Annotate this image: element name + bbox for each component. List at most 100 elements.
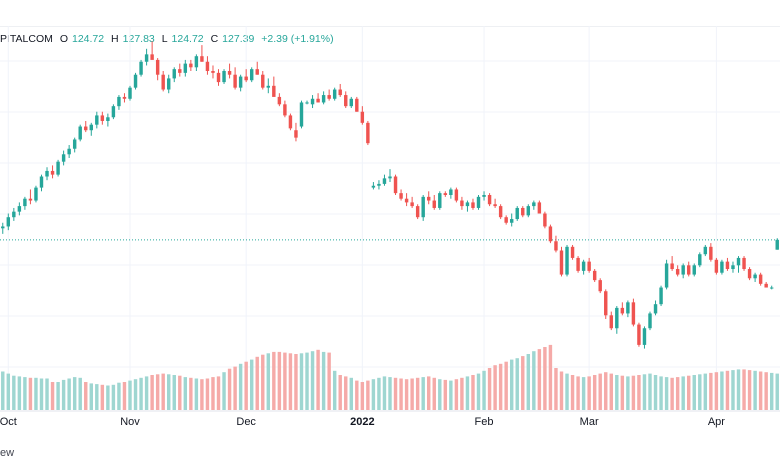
candle-body (167, 78, 171, 90)
volume-bar (515, 358, 519, 410)
candle-body (764, 283, 768, 288)
volume-bar (294, 354, 298, 410)
bottom-caption: ew (0, 447, 15, 459)
candle-body (117, 96, 121, 107)
candle-body (349, 98, 353, 107)
candle-body (664, 263, 669, 288)
volume-bar (675, 377, 680, 410)
candle-body (84, 126, 88, 131)
volume-bar (34, 377, 38, 410)
candle-body (537, 202, 542, 214)
candle-body (642, 328, 647, 345)
volume-bar (23, 377, 27, 410)
volume-bar (576, 376, 580, 410)
volume-bar (255, 356, 259, 410)
candle-body (106, 117, 110, 121)
volume-bar (39, 378, 44, 410)
volume-bar (454, 379, 459, 410)
candle-body (194, 56, 199, 68)
candle-body (720, 261, 724, 273)
candle-body (471, 202, 475, 208)
volume-bar (332, 370, 337, 410)
volume-bar (742, 369, 746, 410)
candle-body (355, 98, 359, 112)
volume-bar (28, 377, 33, 410)
volume-bar (432, 377, 436, 410)
candle-body (476, 196, 481, 208)
candle-body (648, 313, 652, 329)
volume-bar (615, 375, 619, 410)
volume-bar (233, 366, 237, 410)
volume-bar (698, 374, 702, 410)
volume-bar (238, 363, 243, 410)
volume-bar (78, 377, 82, 410)
candle-body (565, 246, 569, 275)
volume-bar (189, 377, 193, 410)
volume-bar (670, 377, 674, 410)
candle-body (288, 115, 293, 129)
candle-body (360, 111, 365, 123)
volume-bar (399, 378, 403, 410)
candle-body (659, 287, 663, 305)
candle-body (316, 98, 320, 103)
candle-body (382, 178, 387, 184)
candle-body (111, 106, 116, 118)
volume-bar (310, 351, 315, 410)
volume-bar (272, 351, 276, 410)
volume-bar (305, 352, 309, 410)
candle-body (576, 257, 580, 271)
volume-bar (67, 378, 71, 410)
candle-body (736, 257, 741, 266)
volume-bar (421, 377, 425, 410)
candle-body (283, 104, 287, 116)
volume-bar (321, 351, 326, 410)
volume-bar (12, 375, 16, 410)
volume-bar (155, 374, 160, 410)
volume-bar (487, 368, 492, 410)
candle-body (421, 196, 425, 218)
volume-bar (493, 365, 497, 410)
volume-bar (261, 354, 265, 410)
candle-body (504, 217, 508, 223)
volume-bar (227, 368, 232, 410)
candle-body (327, 95, 331, 99)
candle-body (133, 74, 138, 88)
candle-body (255, 69, 259, 75)
volume-bar (592, 375, 597, 410)
volume-bar (150, 375, 154, 410)
candle-body (598, 280, 602, 292)
candle-body (344, 95, 348, 107)
candle-body (72, 139, 77, 149)
candle-body (758, 274, 763, 284)
candle-body (443, 193, 448, 195)
candle-body (620, 307, 625, 314)
candle-body (543, 213, 547, 227)
candle-body (216, 72, 221, 83)
candle-body (17, 206, 22, 212)
candle-body (465, 202, 470, 207)
volume-bar (249, 359, 254, 410)
volume-bar (355, 380, 359, 410)
candle-body (34, 187, 38, 201)
candle-body (178, 69, 182, 73)
volume-bar (498, 363, 503, 410)
candlestick-chart[interactable]: Oct Nov Dec 2022 Feb Mar Apr (0, 26, 780, 440)
volume-bar (178, 375, 182, 410)
candle-body (95, 115, 99, 125)
candle-body (487, 195, 492, 205)
high-label: H (111, 33, 119, 45)
volume-bar (349, 377, 353, 410)
volume-bar (664, 377, 669, 410)
candle-body (454, 189, 459, 201)
volume-bar (410, 378, 414, 410)
volume-bar (565, 373, 569, 410)
volume-bar (45, 378, 49, 410)
volume-bar (200, 379, 204, 410)
x-tick-label: Mar (580, 416, 599, 428)
candle-body (703, 246, 708, 255)
candle-body (128, 87, 132, 99)
candle-body (615, 307, 619, 329)
volume-bar (50, 382, 55, 410)
candle-body (277, 96, 282, 105)
volume-bar (1, 371, 5, 410)
